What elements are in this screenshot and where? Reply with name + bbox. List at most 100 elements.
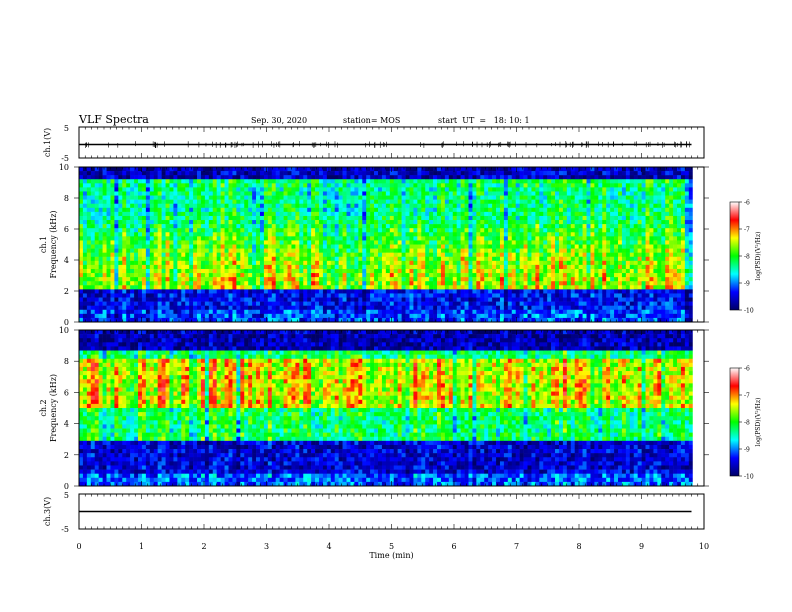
spectrogram-cell: [138, 285, 143, 290]
spectrogram-cell: [527, 313, 532, 319]
spectrogram-cell: [177, 232, 182, 237]
spectrogram-cell: [252, 195, 257, 200]
spectrogram-cell: [197, 256, 202, 262]
spectrogram-cell: [165, 256, 170, 262]
spectrogram-cell: [326, 236, 332, 241]
spectrogram-cell: [440, 199, 446, 205]
spectrogram-cell: [193, 248, 198, 253]
spectrogram-cell: [141, 301, 147, 306]
spectrogram-cell: [256, 293, 261, 298]
spectrogram-cell: [472, 228, 477, 233]
spectrogram-cell: [460, 236, 465, 241]
spectrogram-cell: [409, 171, 414, 176]
spectrogram-cell: [299, 191, 304, 196]
spectrogram-cell: [315, 199, 320, 205]
spectrogram-cell: [263, 236, 269, 241]
spectrogram-cell: [79, 199, 84, 205]
spectrogram-cell: [110, 236, 115, 241]
spectrogram-cell: [460, 281, 465, 286]
spectrogram-cell: [315, 293, 320, 298]
spectrogram-cell: [228, 215, 233, 221]
spectrogram-cell: [464, 207, 469, 213]
spectrogram-cell: [173, 273, 178, 278]
spectrogram-cell: [138, 191, 143, 196]
spectrogram-cell: [138, 301, 143, 306]
spectrogram-cell: [138, 264, 143, 270]
spectrogram-cell: [448, 309, 454, 315]
spectrogram-cell: [165, 301, 170, 306]
spectrogram-cell: [153, 301, 158, 306]
spectrogram-cell: [370, 285, 375, 290]
spectrogram-cell: [452, 256, 457, 262]
spectrogram-cell: [444, 199, 450, 205]
spectrogram-cell: [472, 179, 477, 184]
spectrogram-cell: [460, 211, 465, 217]
spectrogram-cell: [145, 305, 151, 311]
spectrogram-cell: [511, 191, 516, 196]
spectrogram-cell: [551, 277, 556, 282]
spectrogram-cell: [555, 167, 560, 172]
spectrogram-cell: [200, 281, 206, 286]
spectrogram-cell: [350, 232, 355, 237]
spectrogram-cell: [299, 187, 304, 192]
spectrogram-cell: [134, 187, 139, 192]
spectrogram-cell: [511, 264, 516, 270]
spectrogram-cell: [307, 317, 312, 323]
spectrogram-cell: [543, 179, 548, 184]
spectrogram-cell: [405, 171, 410, 176]
spectrogram-cell: [161, 232, 166, 237]
spectrogram-cell: [161, 264, 166, 270]
spectrogram-cell: [346, 236, 351, 241]
spectrogram-cell: [161, 317, 166, 323]
spectrogram-cell: [303, 297, 308, 302]
spectrogram-cell: [138, 240, 143, 245]
spectrogram-cell: [157, 252, 162, 258]
spectrogram-cell: [531, 252, 536, 258]
spectrogram-cell: [165, 203, 170, 209]
spectrogram-cell: [122, 285, 127, 290]
spectrogram-cell: [385, 273, 391, 278]
spectrogram-cell: [389, 215, 395, 221]
spectrogram-cell: [503, 248, 509, 253]
spectrogram-cell: [464, 228, 469, 233]
spectrogram-cell: [283, 171, 288, 176]
spectrogram-cell: [79, 297, 84, 302]
spectrogram-cell: [295, 301, 300, 306]
spectrogram-cell: [433, 195, 438, 200]
spectrogram-cell: [511, 281, 516, 286]
spectrogram-cell: [535, 293, 540, 298]
spectrogram-cell: [354, 273, 359, 278]
spectrogram-cell: [362, 187, 367, 192]
spectrogram-cell: [165, 273, 170, 278]
spectrogram-cell: [110, 171, 115, 176]
spectrogram-cell: [224, 191, 229, 196]
spectrogram-cell: [381, 293, 387, 298]
spectrogram-cell: [181, 305, 186, 311]
spectrogram-cell: [476, 289, 481, 294]
spectrogram-cell: [279, 252, 284, 258]
spectrogram-cell: [531, 224, 536, 229]
spectrogram-cell: [558, 244, 564, 249]
spectrogram-cell: [110, 252, 115, 258]
spectrogram-cell: [138, 260, 143, 266]
spectrogram-cell: [523, 301, 528, 306]
spectrogram-cell: [252, 277, 257, 282]
spectrogram-cell: [385, 244, 391, 249]
spectrogram-cell: [543, 207, 548, 213]
spectrogram-cell: [212, 215, 217, 221]
spectrogram-cell: [299, 317, 304, 323]
spectrogram-cell: [275, 305, 280, 311]
spectrogram-cell: [326, 273, 332, 278]
spectrogram-cell: [429, 264, 434, 270]
spectrogram-cell: [299, 268, 304, 274]
spectrogram-cell: [102, 309, 107, 315]
spectrogram-cell: [102, 240, 107, 245]
spectrogram-cell: [456, 301, 461, 306]
spectrogram-cell: [299, 264, 304, 270]
spectrogram-cell: [94, 256, 99, 262]
spectrogram-cell: [338, 175, 343, 180]
spectrogram-cell: [157, 256, 162, 262]
spectrogram-cell: [263, 317, 269, 323]
spectrogram-cell: [543, 268, 548, 274]
spectrogram-cell: [169, 289, 174, 294]
